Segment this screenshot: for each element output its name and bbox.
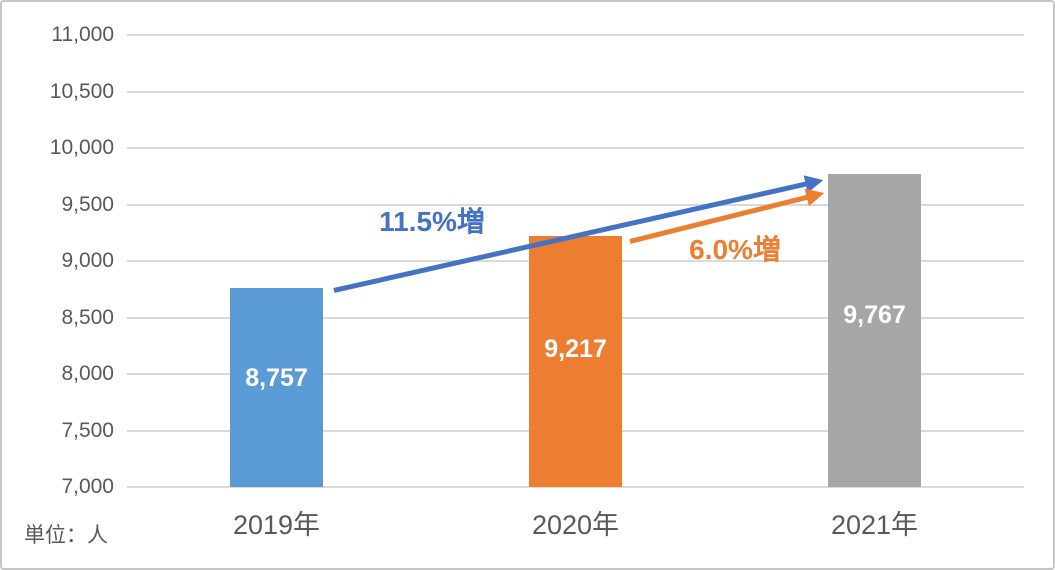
gridline bbox=[127, 486, 1024, 488]
unit-label: 単位：人 bbox=[24, 524, 108, 547]
bar-value-label: 9,217 bbox=[544, 335, 607, 364]
x-axis-category-label: 2020年 bbox=[531, 510, 620, 540]
x-axis-category-label: 2019年 bbox=[232, 510, 321, 540]
bar-value-label: 8,757 bbox=[245, 363, 308, 392]
gridline bbox=[127, 147, 1024, 149]
y-axis-tick-label: 11,000 bbox=[51, 23, 114, 46]
y-axis-tick-label: 9,000 bbox=[61, 249, 114, 272]
gridline bbox=[127, 34, 1024, 36]
y-axis-tick-label: 8,500 bbox=[61, 305, 114, 329]
bar-2019年 bbox=[230, 288, 323, 487]
bar-2021年 bbox=[828, 174, 921, 487]
x-axis-category-label: 2021年 bbox=[830, 510, 919, 540]
y-axis-tick-label: 8,000 bbox=[61, 362, 114, 385]
gridline bbox=[127, 90, 1024, 93]
y-axis-tick-label: 9,500 bbox=[61, 192, 114, 216]
bar-value-label: 9,767 bbox=[843, 301, 906, 330]
growth-annotation-2019-2021: 11.5%増 bbox=[379, 206, 485, 237]
y-axis-tick-label: 10,500 bbox=[49, 79, 114, 103]
y-axis-tick-label: 10,000 bbox=[49, 136, 114, 159]
growth-annotation-2020-2021: 6.0%増 bbox=[689, 234, 781, 265]
y-axis-tick-label: 7,500 bbox=[61, 418, 114, 442]
y-axis-tick-label: 7,000 bbox=[61, 475, 114, 498]
